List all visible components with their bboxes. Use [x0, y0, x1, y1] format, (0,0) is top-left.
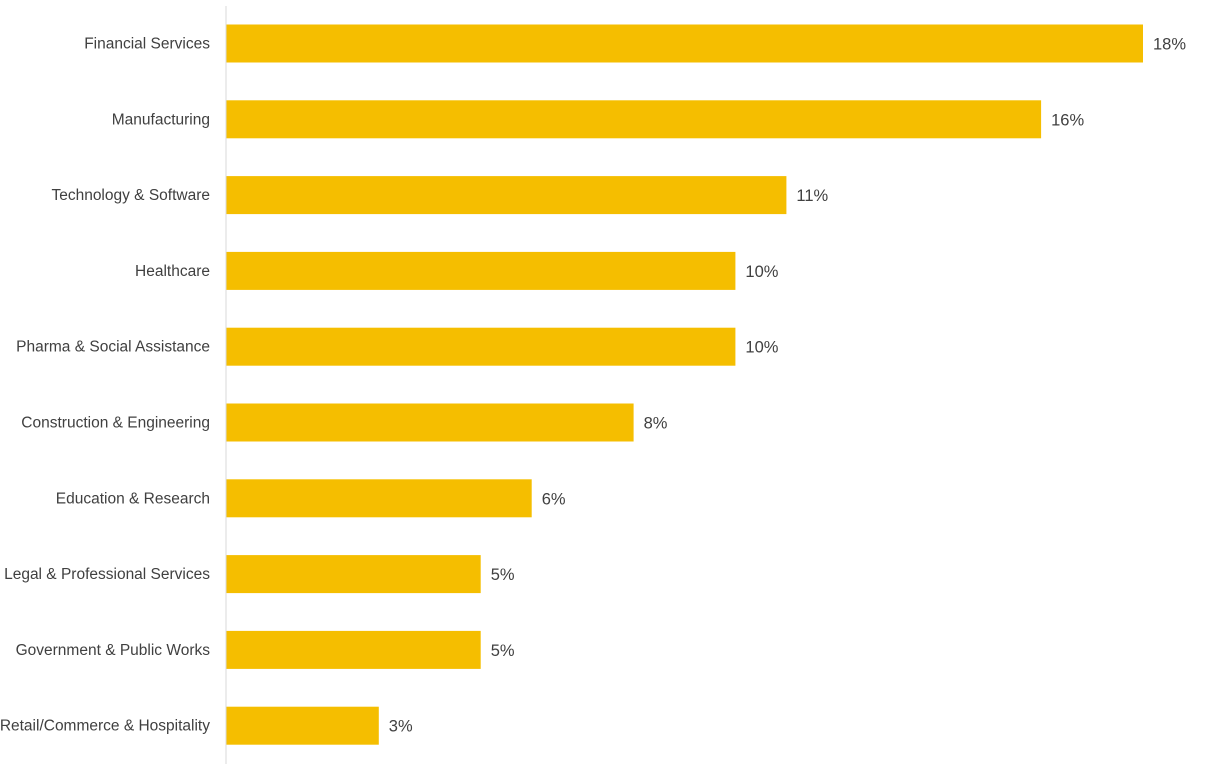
category-label: Financial Services [84, 36, 210, 53]
category-label: Legal & Professional Services [4, 566, 210, 583]
bar [226, 327, 736, 366]
category-labels-group: Financial Services Manufacturing Technolog… [0, 36, 210, 735]
bar [226, 251, 736, 290]
bar [226, 706, 379, 745]
data-label: 16% [1051, 111, 1084, 129]
category-label: Education & Research [56, 490, 210, 507]
data-label: 10% [745, 263, 778, 281]
bars-group [226, 24, 1143, 745]
bar [226, 479, 532, 518]
category-label: Technology & Software [51, 187, 210, 204]
bar [226, 100, 1042, 139]
category-label: Government & Public Works [16, 642, 211, 659]
data-label: 18% [1153, 36, 1186, 54]
category-label: Manufacturing [112, 111, 210, 128]
data-label: 10% [745, 339, 778, 357]
data-label: 8% [644, 415, 668, 433]
data-label: 11% [796, 187, 828, 205]
bar [226, 403, 634, 442]
bar [226, 176, 787, 215]
data-label: 5% [491, 642, 515, 660]
data-label: 6% [542, 490, 566, 508]
bar [226, 555, 481, 594]
data-label: 3% [389, 718, 413, 736]
bar [226, 24, 1143, 63]
data-label: 5% [491, 566, 515, 584]
data-labels-group: 18% 16% 11% 10% 10% 8% 6% 5% 5% 3% [389, 36, 1187, 736]
category-label: Construction & Engineering [21, 415, 210, 432]
bar [226, 630, 481, 669]
category-label: Retail/Commerce & Hospitality [0, 718, 210, 735]
category-label: Pharma & Social Assistance [16, 339, 210, 356]
category-label: Healthcare [135, 263, 210, 280]
